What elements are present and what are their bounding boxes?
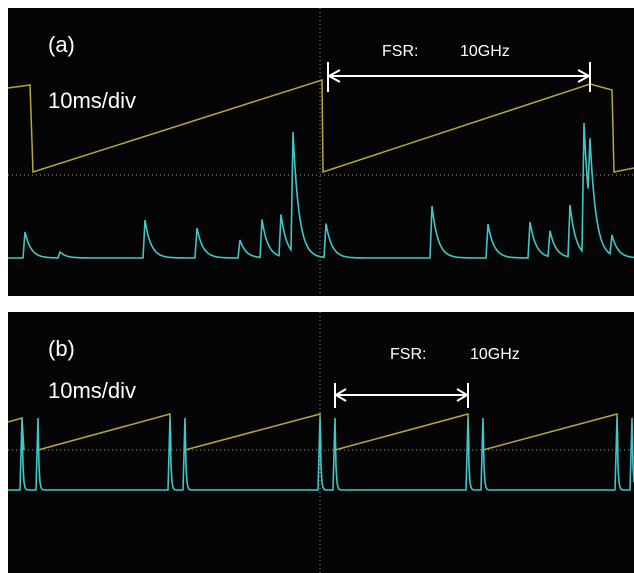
timebase: 10ms/div xyxy=(48,378,136,403)
figure: (a) 10ms/div FSR: 10GHz (b) 10ms/div FSR… xyxy=(0,0,634,573)
page: (a) 10ms/div FSR: 10GHz (b) 10ms/div FSR… xyxy=(0,0,634,573)
fsr-value: 10GHz xyxy=(470,346,520,363)
fsr-label: FSR: xyxy=(390,346,426,363)
panel-label: (a) xyxy=(48,32,75,57)
fsr-label: FSR: xyxy=(382,43,418,60)
scope-screen xyxy=(8,8,634,296)
panel-label: (b) xyxy=(48,336,75,361)
timebase: 10ms/div xyxy=(48,88,136,113)
fsr-value: 10GHz xyxy=(460,43,510,60)
